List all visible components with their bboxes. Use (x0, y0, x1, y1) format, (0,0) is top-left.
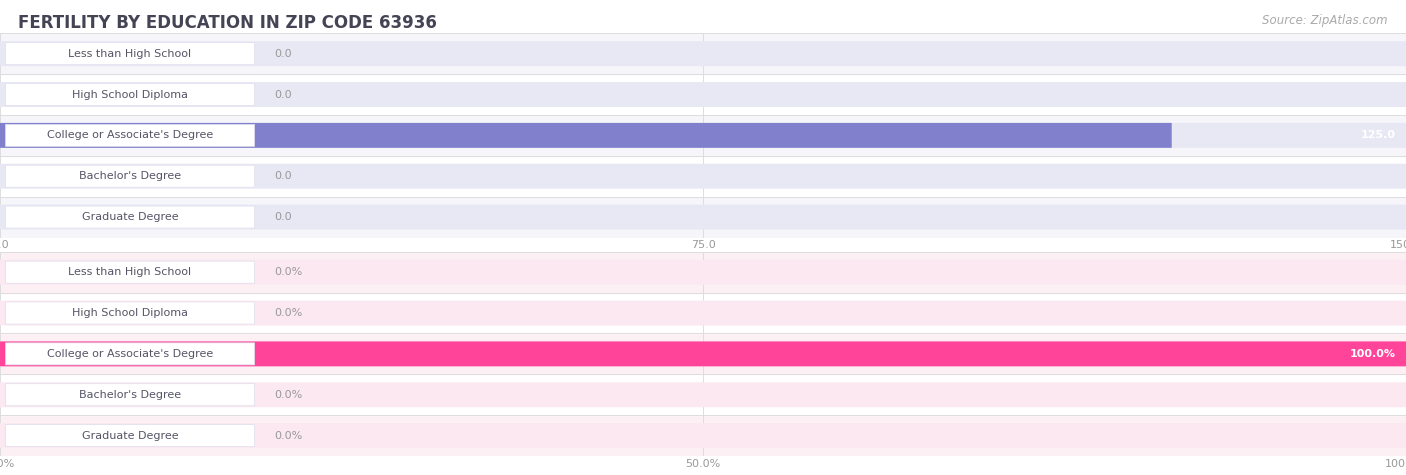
FancyBboxPatch shape (6, 384, 254, 406)
Bar (0, 415, 1406, 456)
Text: 0.0%: 0.0% (274, 390, 302, 400)
Text: College or Associate's Degree: College or Associate's Degree (46, 349, 214, 359)
Bar (0, 74, 1406, 115)
FancyBboxPatch shape (0, 123, 1406, 148)
Text: Graduate Degree: Graduate Degree (82, 430, 179, 441)
Text: 0.0%: 0.0% (274, 308, 302, 318)
FancyBboxPatch shape (0, 423, 1406, 448)
Text: 100.0%: 100.0% (1350, 349, 1396, 359)
Text: Less than High School: Less than High School (69, 48, 191, 59)
FancyBboxPatch shape (0, 301, 1406, 325)
Bar (0, 333, 1406, 374)
Bar (0, 115, 1406, 156)
FancyBboxPatch shape (0, 260, 1406, 285)
Bar (0, 197, 1406, 238)
Bar (0, 252, 1406, 293)
FancyBboxPatch shape (6, 206, 254, 228)
Text: Source: ZipAtlas.com: Source: ZipAtlas.com (1263, 14, 1388, 27)
Text: High School Diploma: High School Diploma (72, 89, 188, 100)
FancyBboxPatch shape (0, 382, 1406, 407)
Text: Bachelor's Degree: Bachelor's Degree (79, 390, 181, 400)
Text: Graduate Degree: Graduate Degree (82, 212, 179, 222)
FancyBboxPatch shape (6, 43, 254, 65)
FancyBboxPatch shape (0, 164, 1406, 189)
Text: Less than High School: Less than High School (69, 267, 191, 277)
FancyBboxPatch shape (6, 165, 254, 187)
FancyBboxPatch shape (6, 84, 254, 105)
FancyBboxPatch shape (6, 124, 254, 146)
Text: 0.0: 0.0 (274, 212, 292, 222)
FancyBboxPatch shape (0, 342, 1406, 366)
Text: 0.0: 0.0 (274, 171, 292, 181)
Bar (0, 33, 1406, 74)
Bar (0, 374, 1406, 415)
FancyBboxPatch shape (6, 302, 254, 324)
Bar (0, 156, 1406, 197)
FancyBboxPatch shape (6, 425, 254, 446)
Text: High School Diploma: High School Diploma (72, 308, 188, 318)
Text: 0.0: 0.0 (274, 89, 292, 100)
FancyBboxPatch shape (0, 82, 1406, 107)
Text: 0.0: 0.0 (274, 48, 292, 59)
FancyBboxPatch shape (6, 343, 254, 365)
Bar (0, 293, 1406, 333)
FancyBboxPatch shape (0, 41, 1406, 66)
Text: 125.0: 125.0 (1361, 130, 1396, 141)
Text: FERTILITY BY EDUCATION IN ZIP CODE 63936: FERTILITY BY EDUCATION IN ZIP CODE 63936 (18, 14, 437, 32)
Text: Bachelor's Degree: Bachelor's Degree (79, 171, 181, 181)
FancyBboxPatch shape (0, 123, 1171, 148)
FancyBboxPatch shape (0, 342, 1406, 366)
FancyBboxPatch shape (0, 205, 1406, 229)
Text: College or Associate's Degree: College or Associate's Degree (46, 130, 214, 141)
FancyBboxPatch shape (6, 261, 254, 283)
Text: 0.0%: 0.0% (274, 430, 302, 441)
Text: 0.0%: 0.0% (274, 267, 302, 277)
